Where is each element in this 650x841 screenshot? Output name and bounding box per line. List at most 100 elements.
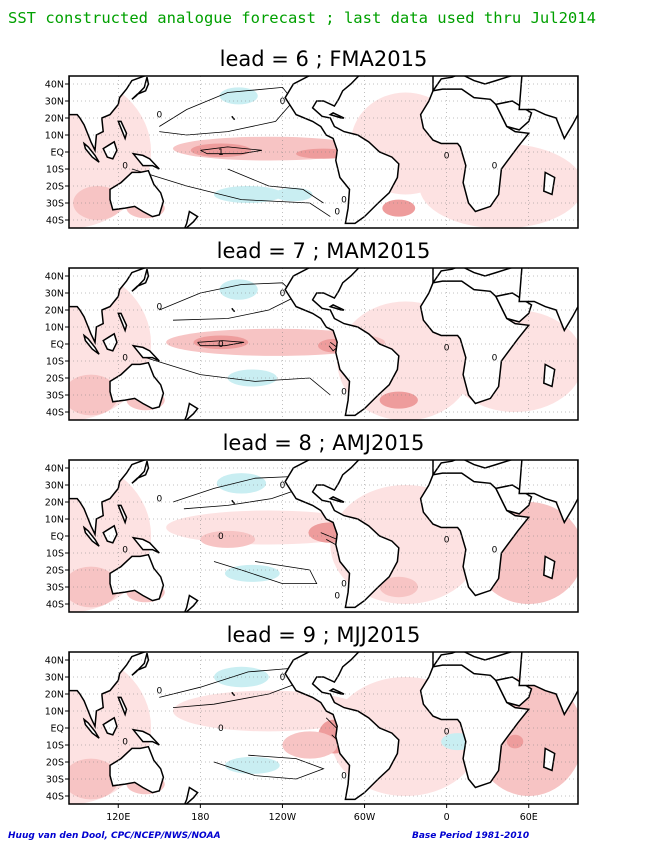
contour-label: 0	[334, 592, 340, 602]
land-madagascar	[543, 363, 556, 388]
y-tick-label: 30N	[45, 673, 64, 684]
contour-label: 0	[156, 495, 162, 505]
y-tick-label: 40N	[45, 656, 64, 667]
land-japan	[131, 461, 150, 484]
y-tick-label: 20N	[45, 690, 64, 701]
contour-label: 0	[280, 97, 286, 107]
land-newguinea	[131, 344, 160, 362]
land-cuba	[328, 112, 345, 119]
y-tick-label: EQ	[51, 724, 64, 735]
land-japan	[131, 77, 150, 100]
land-cuba	[328, 688, 345, 695]
y-tick-label: 40N	[45, 272, 64, 283]
land-americas	[284, 76, 400, 225]
y-tick-label: 20N	[45, 114, 64, 125]
anomaly-shading-9	[216, 473, 267, 494]
land-sumatra	[82, 717, 100, 739]
y-tick-label: 30S	[46, 391, 64, 402]
map-panel-9: lead = 9 ; MJJ2015 0 0 0 0 0 0 40N 30N 20N 10N EQ 10…	[45, 623, 579, 823]
contour-line-2	[131, 168, 331, 217]
land-philippines	[117, 312, 128, 333]
contour-label: 0	[156, 687, 162, 697]
land-cuba	[328, 496, 345, 503]
land-americas	[284, 652, 400, 801]
land-japan	[131, 269, 150, 292]
y-tick-label: 40N	[45, 80, 64, 91]
map-panel-8: lead = 8 ; AMJ20150000000040N30N20N10NEQ…	[45, 431, 579, 613]
land-madagascar	[543, 171, 556, 196]
y-tick-label: 10N	[45, 131, 64, 142]
figure-title: SST constructed analogue forecast ; last…	[8, 9, 596, 27]
contour-label: 0	[492, 162, 498, 172]
anomaly-shading-6	[382, 199, 416, 217]
land-sumatra	[82, 141, 100, 163]
anomaly-shading-11	[274, 187, 313, 202]
contour-label: 0	[444, 151, 450, 161]
land-borneo	[102, 140, 118, 160]
contour-line-3	[328, 341, 338, 352]
land-asia	[69, 652, 146, 730]
y-tick-label: 20N	[45, 306, 64, 317]
anomaly-shading-9	[219, 87, 258, 105]
land-africa	[419, 664, 531, 789]
y-tick-label: 10S	[46, 165, 64, 176]
land-borneo	[102, 716, 118, 736]
contour-label: 0	[122, 546, 128, 556]
anomaly-shading-10	[214, 186, 283, 203]
y-tick-label: EQ	[51, 148, 64, 159]
x-tick-label: 120E	[106, 812, 130, 823]
contour-line-3	[227, 168, 324, 204]
land-nz	[183, 210, 199, 228]
contour-label: 0	[122, 162, 128, 172]
land-india	[518, 652, 578, 717]
land-philippines	[117, 504, 128, 525]
land-africa	[419, 472, 531, 597]
contour-label: 0	[341, 772, 347, 782]
y-tick-label: 30N	[45, 289, 64, 300]
contour-label: 0	[280, 673, 286, 683]
anomaly-shading-9	[219, 279, 258, 300]
y-tick-label: 40S	[46, 408, 64, 419]
y-tick-label: 40N	[45, 464, 64, 475]
contour-label: 0	[280, 481, 286, 491]
x-tick-label: 60W	[354, 812, 376, 823]
panel-title: lead = 8 ; AMJ2015	[223, 431, 425, 455]
y-tick-label: EQ	[51, 340, 64, 351]
land-madagascar	[543, 555, 556, 580]
y-tick-label: 10N	[45, 707, 64, 718]
land-africa	[419, 280, 531, 405]
land-newguinea	[131, 536, 160, 554]
contour-label: 0	[156, 111, 162, 121]
land-india	[518, 460, 578, 525]
footer-base-period: Base Period 1981-2010	[412, 831, 529, 841]
contour-line-2	[213, 561, 318, 584]
contour-label: 0	[444, 535, 450, 545]
contour-label: 0	[444, 343, 450, 353]
contour-label: 0	[341, 196, 347, 206]
contour-line-2	[213, 754, 325, 780]
sst-anomaly-field: 0 0 0 0 0 0	[69, 652, 578, 804]
land-americas	[284, 268, 400, 417]
x-tick-label: 180	[191, 812, 209, 823]
anomaly-shading-10	[227, 369, 277, 387]
land-india	[518, 76, 578, 141]
y-tick-label: 20S	[46, 566, 64, 577]
y-tick-label: 20N	[45, 498, 64, 509]
y-tick-label: 10S	[46, 357, 64, 368]
contour-label: 0	[156, 303, 162, 313]
anomaly-shading-8	[379, 576, 418, 598]
land-borneo	[102, 524, 118, 544]
land-philippines	[117, 696, 128, 717]
footer-credit: Huug van den Dool, CPC/NCEP/NWS/NOAA	[8, 831, 221, 841]
map-panel-7: lead = 7 ; MAM2015 0 0 0 0 0 0 0 40N 30N 20N 10N EQ 1…	[45, 239, 579, 421]
contour-label: 0	[492, 546, 498, 556]
x-tick-label: 0	[444, 812, 450, 823]
land-japan	[131, 653, 150, 676]
y-tick-label: EQ	[51, 532, 64, 543]
contour-label: 0	[492, 354, 498, 364]
land-europe	[432, 76, 522, 94]
land-sumatra	[82, 525, 100, 547]
y-tick-label: 30N	[45, 97, 64, 108]
